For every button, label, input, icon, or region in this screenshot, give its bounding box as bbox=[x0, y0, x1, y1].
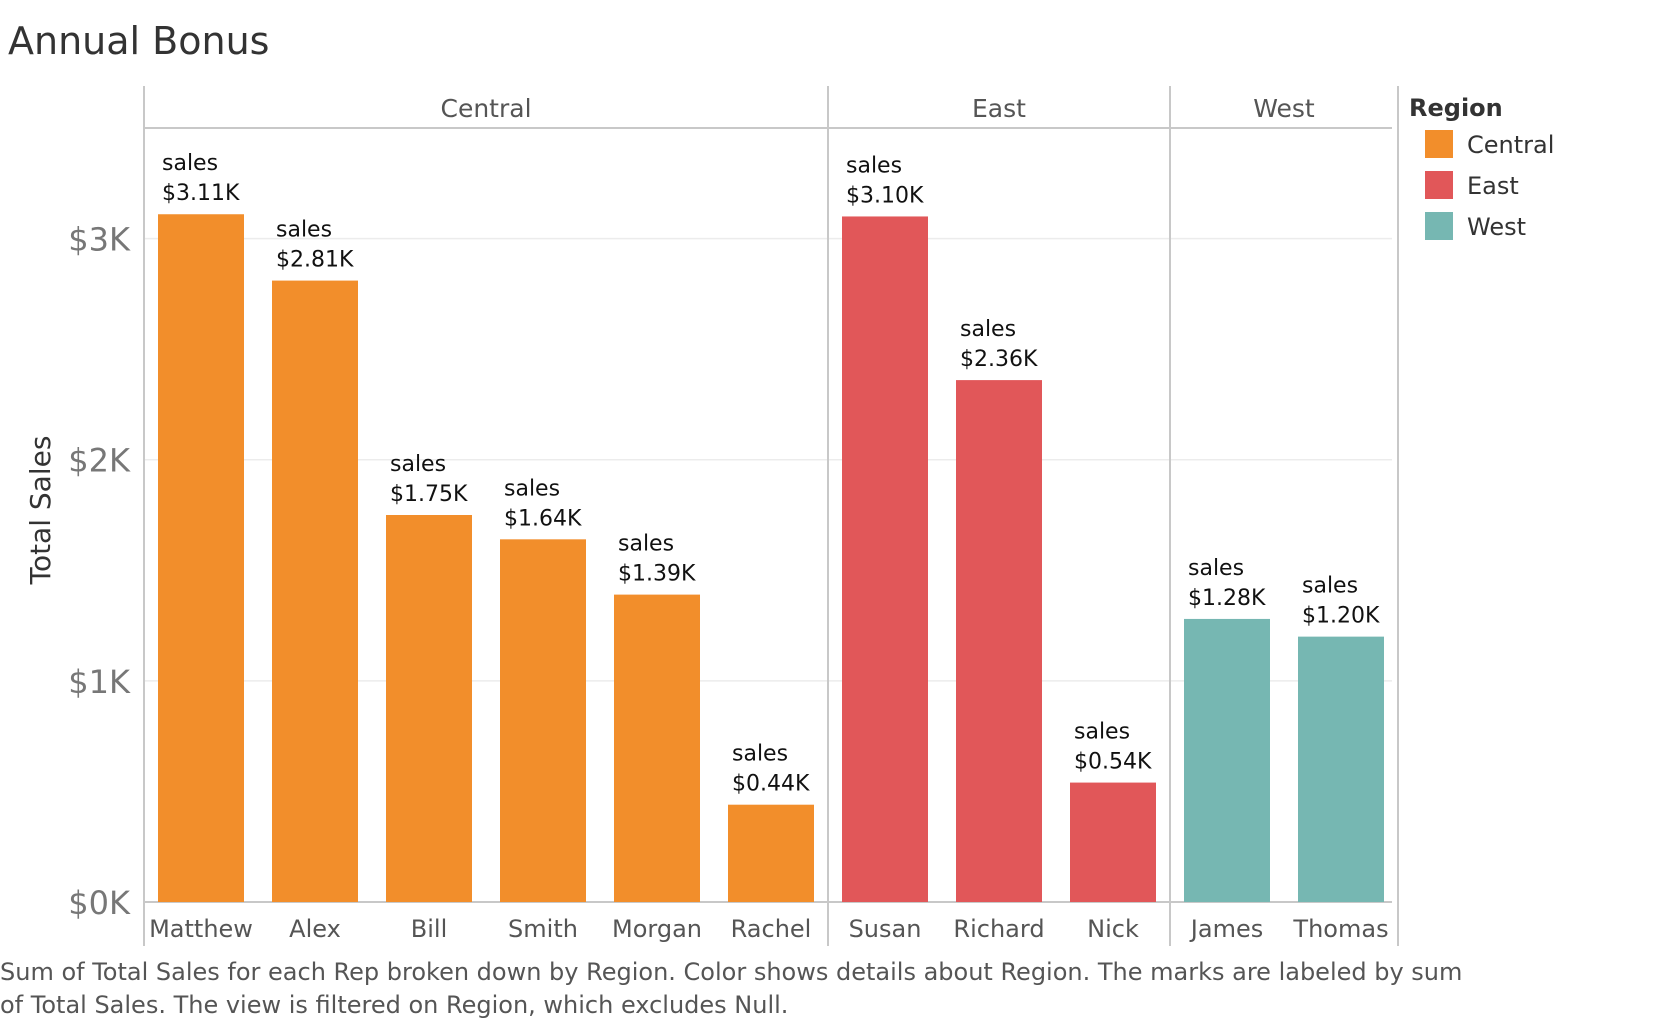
bar-value-label: $1.20K bbox=[1302, 604, 1380, 629]
bar-label-prefix: sales bbox=[276, 218, 332, 243]
bar-value-label: $1.64K bbox=[504, 506, 582, 531]
bar-alex bbox=[272, 280, 358, 902]
y-tick-label: $0K bbox=[68, 884, 131, 922]
bar-value-label: $3.10K bbox=[846, 183, 924, 208]
x-tick-label: Smith bbox=[508, 915, 578, 943]
legend: Region Central East West bbox=[1409, 94, 1554, 241]
bar-label-prefix: sales bbox=[1302, 574, 1358, 599]
bar-thomas bbox=[1298, 636, 1384, 902]
bar-label-prefix: sales bbox=[1188, 556, 1244, 581]
x-tick-label: Nick bbox=[1087, 915, 1139, 943]
panel-header-central: Central bbox=[440, 94, 531, 123]
bar-nick bbox=[1070, 782, 1156, 902]
panel-header-east: East bbox=[972, 94, 1026, 123]
x-tick-label: James bbox=[1189, 915, 1263, 943]
caption-line-2: of Total Sales. The view is filtered on … bbox=[0, 991, 788, 1018]
legend-swatch-west bbox=[1425, 212, 1453, 240]
bar-value-label: $2.81K bbox=[276, 248, 354, 273]
bar-value-label: $1.28K bbox=[1188, 586, 1266, 611]
x-tick-label: Susan bbox=[849, 915, 922, 943]
bar-label-prefix: sales bbox=[504, 476, 560, 501]
bar-rachel bbox=[728, 804, 814, 902]
legend-title: Region bbox=[1409, 94, 1503, 122]
x-tick-label: Morgan bbox=[612, 915, 702, 943]
bar-label-prefix: sales bbox=[846, 153, 902, 178]
legend-swatch-central bbox=[1425, 130, 1453, 158]
x-tick-label: Rachel bbox=[731, 915, 812, 943]
bar-label-prefix: sales bbox=[1074, 720, 1130, 745]
x-tick-label: Thomas bbox=[1292, 915, 1388, 943]
bar-value-label: $2.36K bbox=[960, 347, 1038, 372]
legend-label-central: Central bbox=[1467, 131, 1554, 159]
bar-label-prefix: sales bbox=[390, 452, 446, 477]
legend-swatch-east bbox=[1425, 171, 1453, 199]
y-axis-title: Total Sales bbox=[24, 436, 57, 586]
bar-label-prefix: sales bbox=[960, 317, 1016, 342]
bar-value-label: $1.75K bbox=[390, 482, 468, 507]
bars: sales $3.11K sales $2.81K sales $1.75K sales $1… bbox=[158, 151, 1384, 902]
bar-smith bbox=[500, 539, 586, 902]
y-tick-label: $2K bbox=[68, 442, 131, 480]
y-tick-label: $1K bbox=[68, 663, 131, 701]
bar-james bbox=[1184, 618, 1270, 902]
caption-line-1: Sum of Total Sales for each Rep broken d… bbox=[0, 958, 1462, 986]
panel-header-west: West bbox=[1253, 94, 1315, 123]
x-tick-label: Matthew bbox=[149, 915, 253, 943]
chart-title: Annual Bonus bbox=[8, 19, 269, 63]
x-axis: Matthew Alex Bill Smith Morgan Rachel Susan Ric… bbox=[149, 915, 1389, 943]
x-tick-label: Alex bbox=[289, 915, 341, 943]
legend-label-east: East bbox=[1467, 172, 1519, 200]
x-tick-label: Richard bbox=[953, 915, 1044, 943]
bar-value-label: $0.54K bbox=[1074, 750, 1152, 775]
bar-value-label: $0.44K bbox=[732, 772, 810, 797]
bar-label-prefix: sales bbox=[162, 151, 218, 176]
bar-label-prefix: sales bbox=[732, 742, 788, 767]
bar-matthew bbox=[158, 214, 244, 902]
bar-label-prefix: sales bbox=[618, 532, 674, 557]
x-tick-label: Bill bbox=[411, 915, 447, 943]
bar-susan bbox=[842, 216, 928, 902]
y-axis: $0K $1K $2K $3K bbox=[68, 221, 131, 922]
bar-value-label: $1.39K bbox=[618, 562, 696, 587]
bar-bill bbox=[386, 515, 472, 902]
bar-richard bbox=[956, 380, 1042, 902]
bar-value-label: $3.11K bbox=[162, 181, 240, 206]
bar-morgan bbox=[614, 594, 700, 902]
legend-label-west: West bbox=[1467, 213, 1526, 241]
y-tick-label: $3K bbox=[68, 221, 131, 259]
